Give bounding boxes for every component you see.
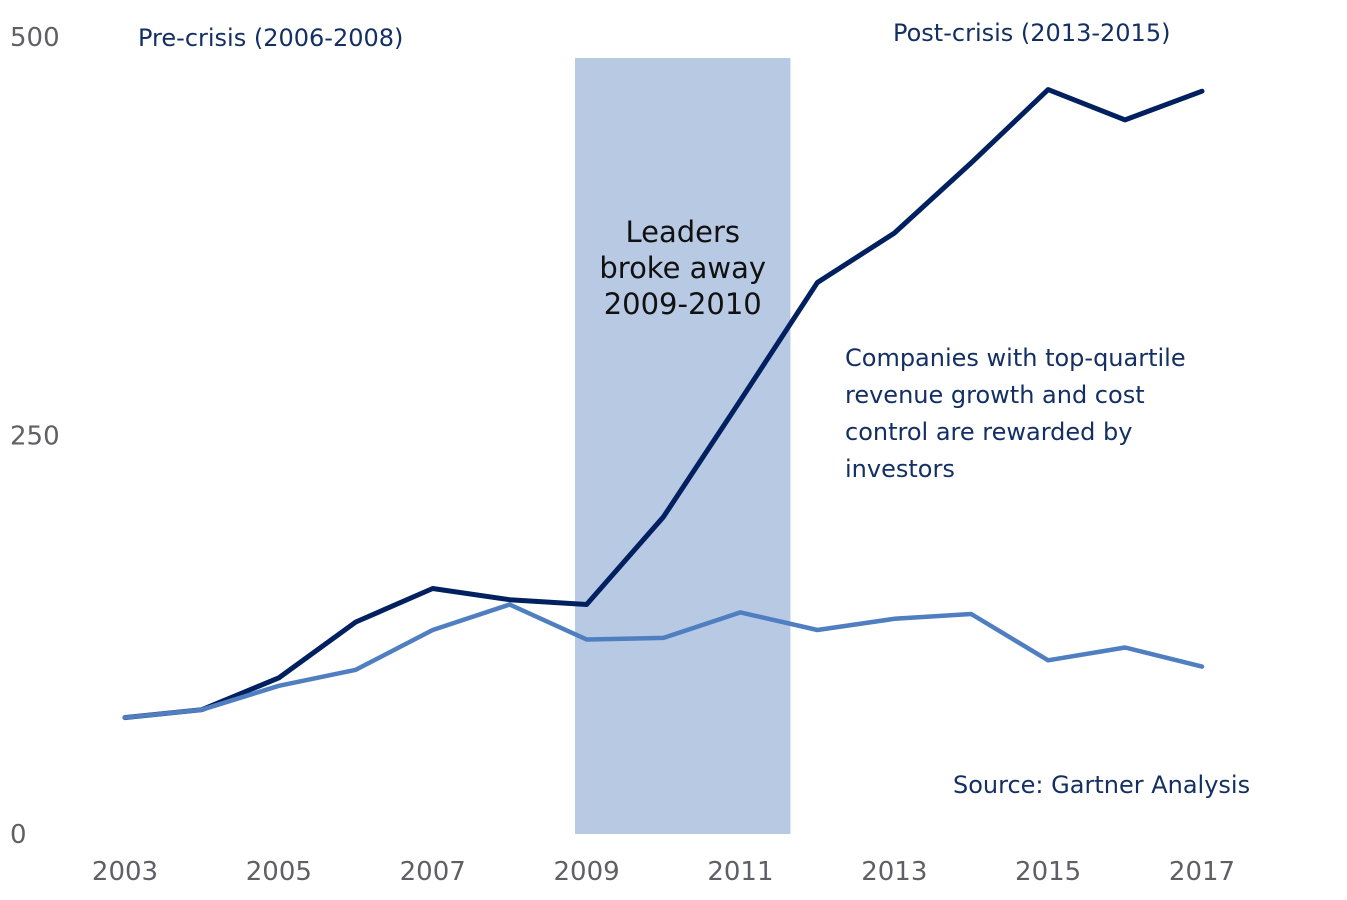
- x-tick-label-2017: 2017: [1169, 857, 1235, 887]
- series-line-2: [122, 602, 1205, 720]
- x-tick-label-2009: 2009: [553, 857, 619, 887]
- y-tick-label-250: 250: [10, 422, 60, 452]
- shaded-region-2009-2010: [575, 58, 791, 834]
- note-line-1: Companies with top-quartile: [845, 344, 1186, 372]
- series-line-1: [122, 87, 1205, 721]
- post-crisis-annotation: Post-crisis (2013-2015): [893, 19, 1170, 47]
- shaded-region-label-line-1: Leaders: [625, 215, 740, 249]
- pre-crisis-annotation: Pre-crisis (2006-2008): [138, 24, 403, 52]
- note-line-4: investors: [845, 455, 955, 483]
- source-note: Source: Gartner Analysis: [953, 771, 1250, 799]
- x-tick-label-2013: 2013: [861, 857, 927, 887]
- shaded-region-label-line-3: 2009-2010: [604, 287, 762, 321]
- x-tick-label-2005: 2005: [246, 857, 312, 887]
- x-tick-label-2007: 2007: [400, 857, 466, 887]
- note-line-3: control are rewarded by: [845, 418, 1132, 446]
- y-tick-label-0: 0: [10, 820, 27, 850]
- x-tick-label-2003: 2003: [92, 857, 158, 887]
- note-line-2: revenue growth and cost: [845, 381, 1145, 409]
- x-tick-label-2011: 2011: [707, 857, 773, 887]
- shaded-region-label-line-2: broke away: [599, 251, 766, 285]
- x-tick-label-2015: 2015: [1015, 857, 1081, 887]
- y-tick-label-500: 500: [10, 23, 60, 53]
